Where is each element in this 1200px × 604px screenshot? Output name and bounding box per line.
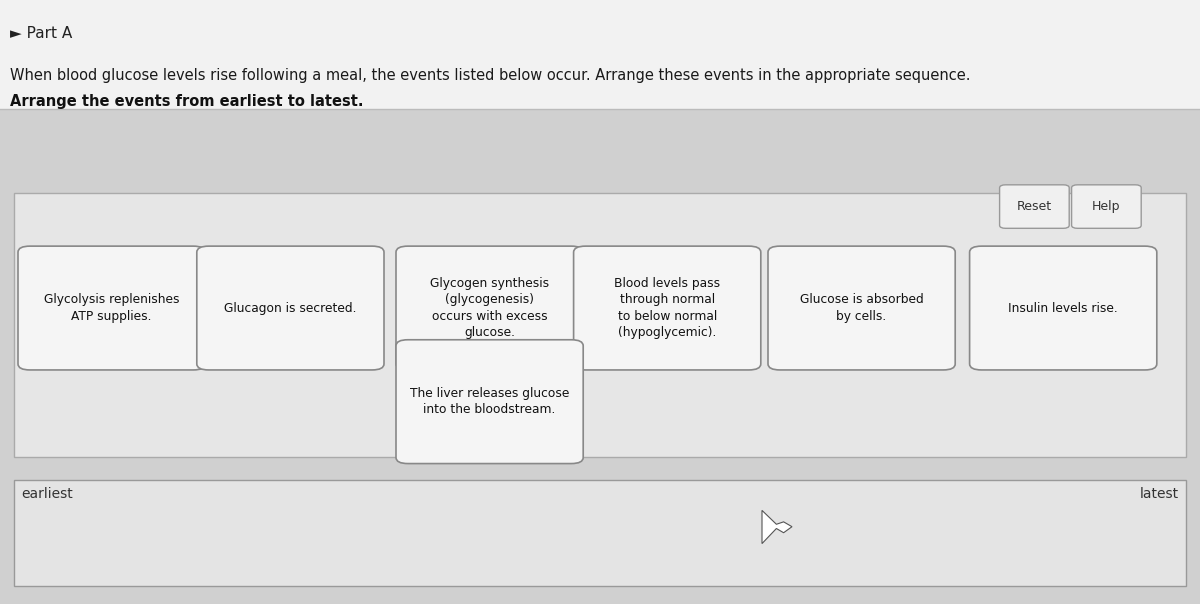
Text: Arrange the events from earliest to latest.: Arrange the events from earliest to late… [10, 94, 364, 109]
Text: The liver releases glucose
into the bloodstream.: The liver releases glucose into the bloo… [410, 387, 569, 416]
FancyBboxPatch shape [574, 246, 761, 370]
FancyBboxPatch shape [14, 480, 1186, 586]
FancyBboxPatch shape [768, 246, 955, 370]
Text: Glycogen synthesis
(glycogenesis)
occurs with excess
glucose.: Glycogen synthesis (glycogenesis) occurs… [430, 277, 550, 339]
FancyBboxPatch shape [18, 246, 205, 370]
FancyBboxPatch shape [1000, 185, 1069, 228]
FancyBboxPatch shape [1072, 185, 1141, 228]
FancyBboxPatch shape [396, 339, 583, 464]
Text: earliest: earliest [22, 487, 73, 501]
Text: latest: latest [1139, 487, 1178, 501]
Text: Glucagon is secreted.: Glucagon is secreted. [224, 301, 356, 315]
FancyBboxPatch shape [14, 193, 1186, 457]
Text: Help: Help [1092, 200, 1121, 213]
FancyBboxPatch shape [197, 246, 384, 370]
FancyBboxPatch shape [0, 0, 1200, 109]
Text: When blood glucose levels rise following a meal, the events listed below occur. : When blood glucose levels rise following… [10, 68, 970, 83]
Text: Insulin levels rise.: Insulin levels rise. [1008, 301, 1118, 315]
Polygon shape [762, 510, 792, 544]
FancyBboxPatch shape [396, 246, 583, 370]
Text: Glycolysis replenishes
ATP supplies.: Glycolysis replenishes ATP supplies. [44, 294, 179, 323]
Text: ► Part A: ► Part A [10, 26, 72, 40]
Text: Blood levels pass
through normal
to below normal
(hypoglycemic).: Blood levels pass through normal to belo… [614, 277, 720, 339]
FancyBboxPatch shape [970, 246, 1157, 370]
Text: Reset: Reset [1016, 200, 1052, 213]
Text: Glucose is absorbed
by cells.: Glucose is absorbed by cells. [799, 294, 924, 323]
